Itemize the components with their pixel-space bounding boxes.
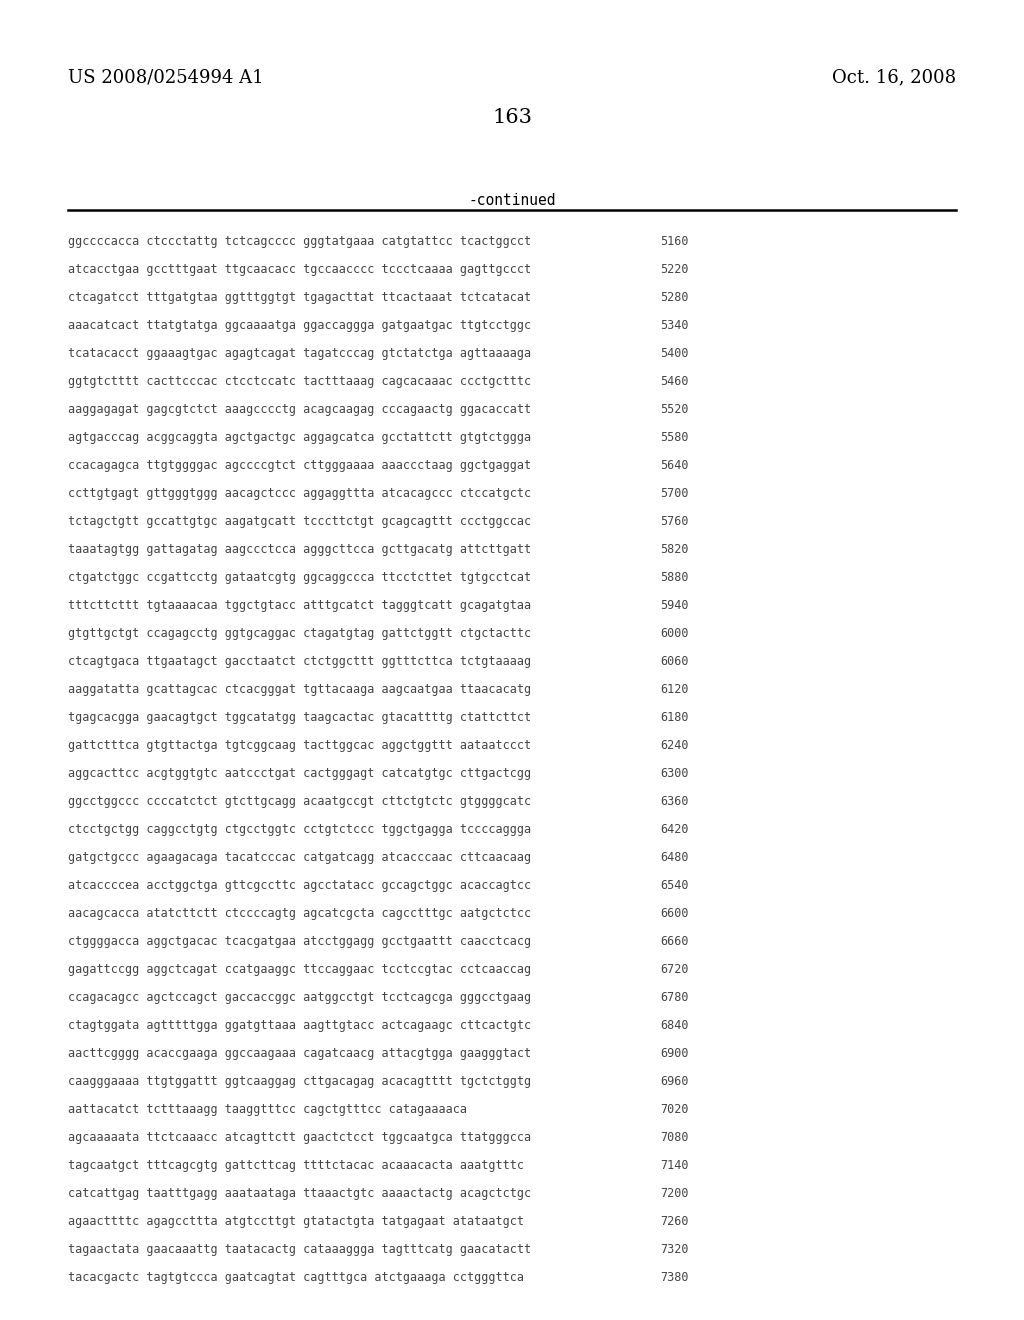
Text: aggcacttcc acgtggtgtc aatccctgat cactgggagt catcatgtgc cttgactcgg: aggcacttcc acgtggtgtc aatccctgat cactggg… [68, 767, 531, 780]
Text: 6780: 6780 [660, 991, 688, 1005]
Text: ccttgtgagt gttgggtggg aacagctccc aggaggttta atcacagccc ctccatgctc: ccttgtgagt gttgggtggg aacagctccc aggaggt… [68, 487, 531, 500]
Text: catcattgag taatttgagg aaataataga ttaaactgtc aaaactactg acagctctgc: catcattgag taatttgagg aaataataga ttaaact… [68, 1187, 531, 1200]
Text: 5700: 5700 [660, 487, 688, 500]
Text: 5820: 5820 [660, 543, 688, 556]
Text: 6480: 6480 [660, 851, 688, 865]
Text: tctagctgtt gccattgtgc aagatgcatt tcccttctgt gcagcagttt ccctggccac: tctagctgtt gccattgtgc aagatgcatt tcccttc… [68, 515, 531, 528]
Text: tttcttcttt tgtaaaacaa tggctgtacc atttgcatct tagggtcatt gcagatgtaa: tttcttcttt tgtaaaacaa tggctgtacc atttgca… [68, 599, 531, 612]
Text: ggtgtctttt cacttcccac ctcctccatc tactttaaag cagcacaaac ccctgctttc: ggtgtctttt cacttcccac ctcctccatc tacttta… [68, 375, 531, 388]
Text: 5760: 5760 [660, 515, 688, 528]
Text: 6420: 6420 [660, 822, 688, 836]
Text: agaacttttc agagccttta atgtccttgt gtatactgta tatgagaat atataatgct: agaacttttc agagccttta atgtccttgt gtatact… [68, 1214, 524, 1228]
Text: 6000: 6000 [660, 627, 688, 640]
Text: atcaccccea acctggctga gttcgccttc agcctatacc gccagctggc acaccagtcc: atcaccccea acctggctga gttcgccttc agcctat… [68, 879, 531, 892]
Text: 6720: 6720 [660, 964, 688, 975]
Text: 7020: 7020 [660, 1104, 688, 1115]
Text: 7080: 7080 [660, 1131, 688, 1144]
Text: ccacagagca ttgtggggac agccccgtct cttgggaaaa aaaccctaag ggctgaggat: ccacagagca ttgtggggac agccccgtct cttggga… [68, 459, 531, 473]
Text: 5520: 5520 [660, 403, 688, 416]
Text: ctgatctggc ccgattcctg gataatcgtg ggcaggccca ttcctcttet tgtgcctcat: ctgatctggc ccgattcctg gataatcgtg ggcaggc… [68, 572, 531, 583]
Text: 5220: 5220 [660, 263, 688, 276]
Text: 5640: 5640 [660, 459, 688, 473]
Text: 6960: 6960 [660, 1074, 688, 1088]
Text: Oct. 16, 2008: Oct. 16, 2008 [831, 69, 956, 86]
Text: 5580: 5580 [660, 432, 688, 444]
Text: agcaaaaata ttctcaaacc atcagttctt gaactctcct tggcaatgca ttatgggcca: agcaaaaata ttctcaaacc atcagttctt gaactct… [68, 1131, 531, 1144]
Text: gattctttca gtgttactga tgtcggcaag tacttggcac aggctggttt aataatccct: gattctttca gtgttactga tgtcggcaag tacttgg… [68, 739, 531, 752]
Text: 6540: 6540 [660, 879, 688, 892]
Text: ggccccacca ctccctattg tctcagcccc gggtatgaaa catgtattcc tcactggcct: ggccccacca ctccctattg tctcagcccc gggtatg… [68, 235, 531, 248]
Text: 6600: 6600 [660, 907, 688, 920]
Text: aacttcgggg acaccgaaga ggccaagaaa cagatcaacg attacgtgga gaagggtact: aacttcgggg acaccgaaga ggccaagaaa cagatca… [68, 1047, 531, 1060]
Text: 5940: 5940 [660, 599, 688, 612]
Text: aaggatatta gcattagcac ctcacgggat tgttacaaga aagcaatgaa ttaacacatg: aaggatatta gcattagcac ctcacgggat tgttaca… [68, 682, 531, 696]
Text: 6120: 6120 [660, 682, 688, 696]
Text: 7200: 7200 [660, 1187, 688, 1200]
Text: caagggaaaa ttgtggattt ggtcaaggag cttgacagag acacagtttt tgctctggtg: caagggaaaa ttgtggattt ggtcaaggag cttgaca… [68, 1074, 531, 1088]
Text: 5340: 5340 [660, 319, 688, 333]
Text: ctagtggata agtttttgga ggatgttaaa aagttgtacc actcagaagc cttcactgtc: ctagtggata agtttttgga ggatgttaaa aagttgt… [68, 1019, 531, 1032]
Text: aattacatct tctttaaagg taaggtttcc cagctgtttcc catagaaaaca: aattacatct tctttaaagg taaggtttcc cagctgt… [68, 1104, 467, 1115]
Text: 5160: 5160 [660, 235, 688, 248]
Text: atcacctgaa gcctttgaat ttgcaacacc tgccaacccc tccctcaaaa gagttgccct: atcacctgaa gcctttgaat ttgcaacacc tgccaac… [68, 263, 531, 276]
Text: ctcagtgaca ttgaatagct gacctaatct ctctggcttt ggtttcttca tctgtaaaag: ctcagtgaca ttgaatagct gacctaatct ctctggc… [68, 655, 531, 668]
Text: ggcctggccc ccccatctct gtcttgcagg acaatgccgt cttctgtctc gtggggcatc: ggcctggccc ccccatctct gtcttgcagg acaatgc… [68, 795, 531, 808]
Text: ccagacagcc agctccagct gaccaccggc aatggcctgt tcctcagcga gggcctgaag: ccagacagcc agctccagct gaccaccggc aatggcc… [68, 991, 531, 1005]
Text: agtgacccag acggcaggta agctgactgc aggagcatca gcctattctt gtgtctggga: agtgacccag acggcaggta agctgactgc aggagca… [68, 432, 531, 444]
Text: tagaactata gaacaaattg taatacactg cataaaggga tagtttcatg gaacatactt: tagaactata gaacaaattg taatacactg cataaag… [68, 1243, 531, 1257]
Text: gatgctgccc agaagacaga tacatcccac catgatcagg atcacccaac cttcaacaag: gatgctgccc agaagacaga tacatcccac catgatc… [68, 851, 531, 865]
Text: 6660: 6660 [660, 935, 688, 948]
Text: 5280: 5280 [660, 290, 688, 304]
Text: 6300: 6300 [660, 767, 688, 780]
Text: 7140: 7140 [660, 1159, 688, 1172]
Text: 6180: 6180 [660, 711, 688, 723]
Text: 6060: 6060 [660, 655, 688, 668]
Text: taaatagtgg gattagatag aagccctcca agggcttcca gcttgacatg attcttgatt: taaatagtgg gattagatag aagccctcca agggctt… [68, 543, 531, 556]
Text: ctcagatcct tttgatgtaa ggtttggtgt tgagacttat ttcactaaat tctcatacat: ctcagatcct tttgatgtaa ggtttggtgt tgagact… [68, 290, 531, 304]
Text: 5400: 5400 [660, 347, 688, 360]
Text: tagcaatgct tttcagcgtg gattcttcag ttttctacac acaaacacta aaatgtttc: tagcaatgct tttcagcgtg gattcttcag ttttcta… [68, 1159, 524, 1172]
Text: tacacgactc tagtgtccca gaatcagtat cagtttgca atctgaaaga cctgggttca: tacacgactc tagtgtccca gaatcagtat cagtttg… [68, 1271, 524, 1284]
Text: 7380: 7380 [660, 1271, 688, 1284]
Text: aacagcacca atatcttctt ctccccagtg agcatcgcta cagcctttgc aatgctctcc: aacagcacca atatcttctt ctccccagtg agcatcg… [68, 907, 531, 920]
Text: 7260: 7260 [660, 1214, 688, 1228]
Text: aaacatcact ttatgtatga ggcaaaatga ggaccaggga gatgaatgac ttgtcctggc: aaacatcact ttatgtatga ggcaaaatga ggaccag… [68, 319, 531, 333]
Text: 6900: 6900 [660, 1047, 688, 1060]
Text: ctcctgctgg caggcctgtg ctgcctggtc cctgtctccc tggctgagga tccccaggga: ctcctgctgg caggcctgtg ctgcctggtc cctgtct… [68, 822, 531, 836]
Text: aaggagagat gagcgtctct aaagcccctg acagcaagag cccagaactg ggacaccatt: aaggagagat gagcgtctct aaagcccctg acagcaa… [68, 403, 531, 416]
Text: -continued: -continued [468, 193, 556, 209]
Text: 6360: 6360 [660, 795, 688, 808]
Text: ctggggacca aggctgacac tcacgatgaa atcctggagg gcctgaattt caacctcacg: ctggggacca aggctgacac tcacgatgaa atcctgg… [68, 935, 531, 948]
Text: US 2008/0254994 A1: US 2008/0254994 A1 [68, 69, 263, 86]
Text: 6840: 6840 [660, 1019, 688, 1032]
Text: 7320: 7320 [660, 1243, 688, 1257]
Text: 6240: 6240 [660, 739, 688, 752]
Text: 163: 163 [492, 108, 532, 127]
Text: 5460: 5460 [660, 375, 688, 388]
Text: tgagcacgga gaacagtgct tggcatatgg taagcactac gtacattttg ctattcttct: tgagcacgga gaacagtgct tggcatatgg taagcac… [68, 711, 531, 723]
Text: tcatacacct ggaaagtgac agagtcagat tagatcccag gtctatctga agttaaaaga: tcatacacct ggaaagtgac agagtcagat tagatcc… [68, 347, 531, 360]
Text: 5880: 5880 [660, 572, 688, 583]
Text: gagattccgg aggctcagat ccatgaaggc ttccaggaac tcctccgtac cctcaaccag: gagattccgg aggctcagat ccatgaaggc ttccagg… [68, 964, 531, 975]
Text: gtgttgctgt ccagagcctg ggtgcaggac ctagatgtag gattctggtt ctgctacttc: gtgttgctgt ccagagcctg ggtgcaggac ctagatg… [68, 627, 531, 640]
